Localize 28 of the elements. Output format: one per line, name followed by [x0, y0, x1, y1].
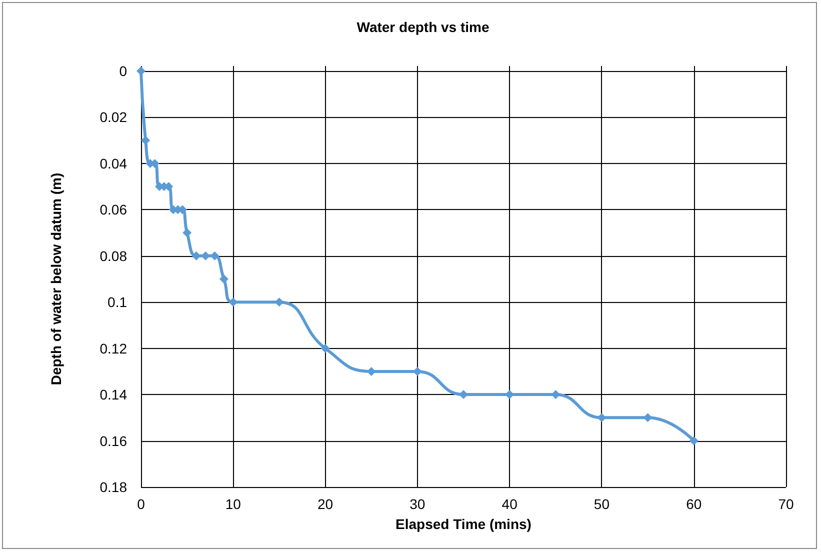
x-tick-label: 60	[686, 496, 702, 512]
y-tick-label: 0.06	[100, 202, 128, 218]
x-tick-label: 70	[778, 496, 794, 512]
x-tick-label: 0	[137, 496, 146, 512]
y-tick-label: 0.12	[100, 340, 128, 356]
point	[141, 136, 150, 145]
y-tick-label: 0.16	[100, 432, 128, 449]
y-tick-label: 0.08	[100, 248, 128, 264]
y-tick-label: 0	[119, 63, 128, 79]
point	[201, 251, 210, 260]
y-tick-label: 0.1	[108, 294, 128, 310]
point	[136, 66, 146, 76]
y-tick-label: 0.18	[100, 479, 128, 495]
y-tick-label: 0.02	[100, 109, 128, 126]
y-tick-label: 0.04	[100, 155, 128, 172]
y-axis-title: Depth of water below datum (m)	[48, 172, 64, 386]
x-tick-label: 30	[410, 496, 426, 512]
y-tick-label: 0.14	[100, 386, 128, 403]
x-tick-label: 20	[317, 496, 334, 512]
x-tick-label: 50	[594, 496, 610, 512]
x-axis-title: Elapsed Time (mins)	[396, 516, 532, 532]
x-tick-label: 10	[225, 496, 242, 512]
point	[689, 436, 698, 446]
x-tick-label: 40	[502, 496, 518, 512]
point	[182, 228, 192, 238]
point	[320, 344, 330, 353]
point	[219, 274, 228, 284]
chart-title: Water depth vs time	[356, 19, 490, 35]
